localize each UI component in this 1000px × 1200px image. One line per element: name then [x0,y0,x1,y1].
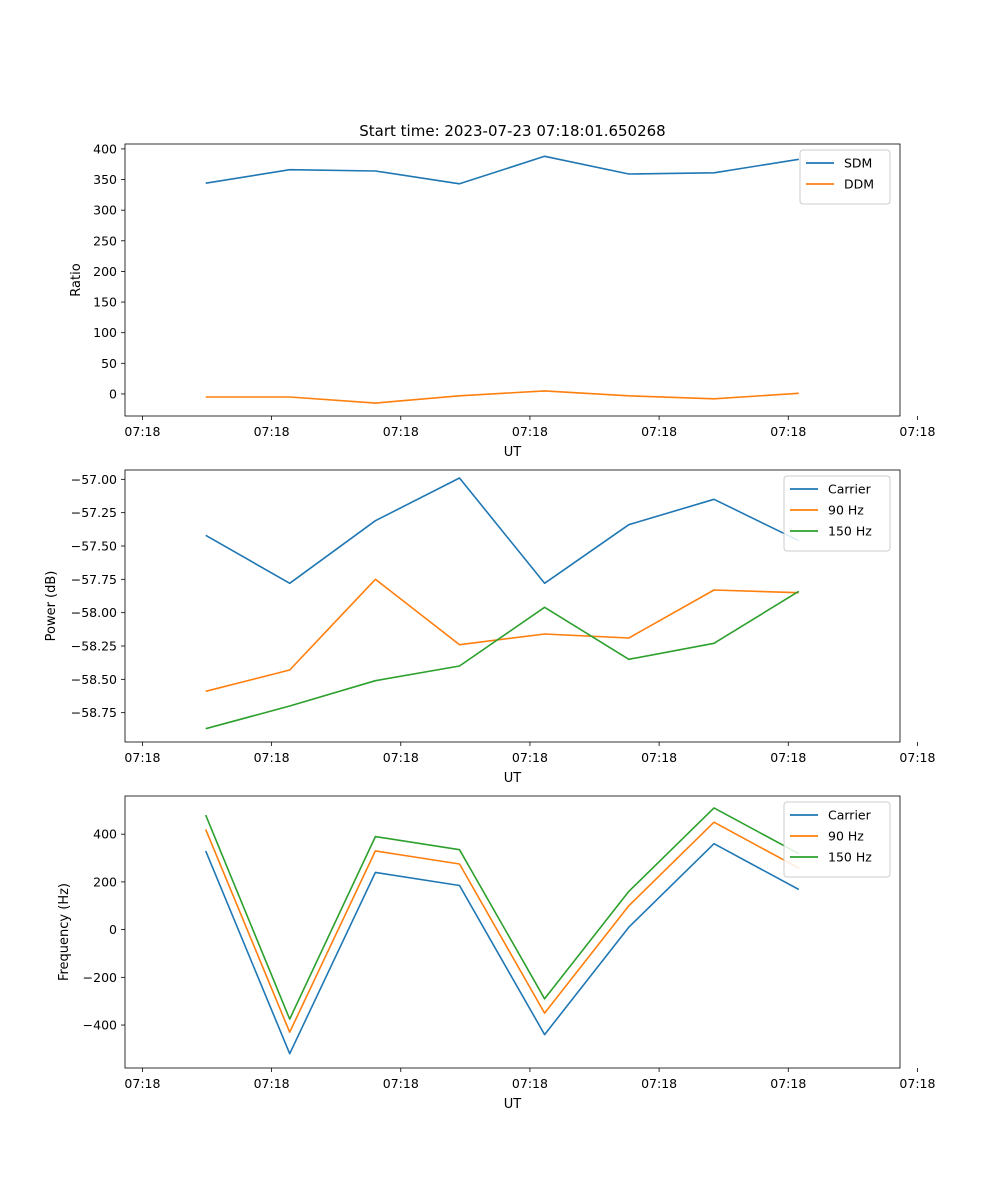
legend-label: 150 Hz [828,524,872,539]
x-tick-label: 07:18 [641,1076,677,1091]
y-axis-label: Ratio [69,263,84,296]
x-tick-label: 07:18 [512,424,548,439]
legend-label: 90 Hz [828,503,864,518]
chart-title: Start time: 2023-07-23 07:18:01.650268 [359,122,665,140]
y-tick-label: 200 [93,874,117,889]
y-axis-label: Power (dB) [44,571,59,642]
x-axis-label: UT [504,1097,522,1112]
y-tick-label: −400 [83,1018,117,1033]
y-tick-label: −58.25 [71,639,117,654]
axes-frame [124,469,901,743]
legend-label: 90 Hz [828,829,864,844]
legend: Carrier 90 Hz 150 Hz [783,801,891,878]
legend-label: Carrier [828,808,872,823]
x-tick-label: 07:18 [899,750,935,765]
series-line-ddm [205,390,799,404]
y-tick-label: −58.75 [71,705,117,720]
x-tick-label: 07:18 [383,1076,419,1091]
y-tick-label: 250 [93,233,117,248]
series-line-carrier [205,477,800,585]
x-tick-label: 07:18 [641,750,677,765]
axes-frame [124,795,901,1069]
series-line-90-hz [204,821,800,1033]
x-tick-label: 07:18 [899,424,935,439]
y-tick-label: −57.25 [71,505,117,520]
x-tick-label: 07:18 [770,750,806,765]
legend-label: 150 Hz [828,850,872,865]
series-line-150-hz [204,807,800,1020]
x-tick-label: 07:18 [770,1076,806,1091]
x-tick-label: 07:18 [124,424,160,439]
x-tick-label: 07:18 [124,750,160,765]
y-tick-label: 0 [109,922,117,937]
x-tick-label: 07:18 [254,1076,290,1091]
series-line-90-hz [205,578,799,693]
legend: SDM DDM [799,149,891,205]
axes-frame [124,143,901,417]
x-tick-label: 07:18 [512,750,548,765]
y-tick-label: 400 [93,827,117,842]
y-tick-label: −58.00 [71,605,117,620]
series-line-sdm [205,155,799,185]
x-tick-label: 07:18 [899,1076,935,1091]
y-tick-label: 300 [93,203,117,218]
x-tick-label: 07:18 [641,424,677,439]
legend-box [783,475,891,552]
y-tick-label: −200 [83,970,117,985]
x-tick-label: 07:18 [254,750,290,765]
legend-label: SDM [844,156,872,171]
x-tick-label: 07:18 [383,424,419,439]
y-tick-label: 400 [93,141,117,156]
legend: Carrier 90 Hz 150 Hz [783,475,891,552]
y-tick-label: 0 [109,386,117,401]
y-tick-label: −57.75 [71,572,117,587]
subplot-3: 07:18 07:18 07:18 07:18 07:18 07:18 07:18 UT −40… [57,795,935,1112]
x-tick-label: 07:18 [254,424,290,439]
y-tick-label: −57.00 [71,472,117,487]
y-tick-label: −58.50 [71,672,117,687]
y-tick-label: −57.50 [71,539,117,554]
y-tick-label: 150 [93,295,117,310]
subplot-2: 07:18 07:18 07:18 07:18 07:18 07:18 07:18 UT −58… [44,469,935,786]
x-axis-label: UT [504,771,522,786]
y-tick-label: 200 [93,264,117,279]
x-tick-label: 07:18 [512,1076,548,1091]
series-line-carrier [204,842,800,1055]
legend-label: DDM [844,177,874,192]
y-tick-label: 350 [93,172,117,187]
x-tick-label: 07:18 [124,1076,160,1091]
y-axis-label: Frequency (Hz) [57,883,72,981]
x-tick-label: 07:18 [770,424,806,439]
y-tick-label: 100 [93,325,117,340]
series-line-150-hz [205,590,800,730]
legend-label: Carrier [828,482,872,497]
x-tick-label: 07:18 [383,750,419,765]
legend-box [783,801,891,878]
subplot-1: Start time: 2023-07-23 07:18:01.650268 07… [69,122,935,460]
y-tick-label: 50 [101,356,117,371]
x-axis-label: UT [504,445,522,460]
